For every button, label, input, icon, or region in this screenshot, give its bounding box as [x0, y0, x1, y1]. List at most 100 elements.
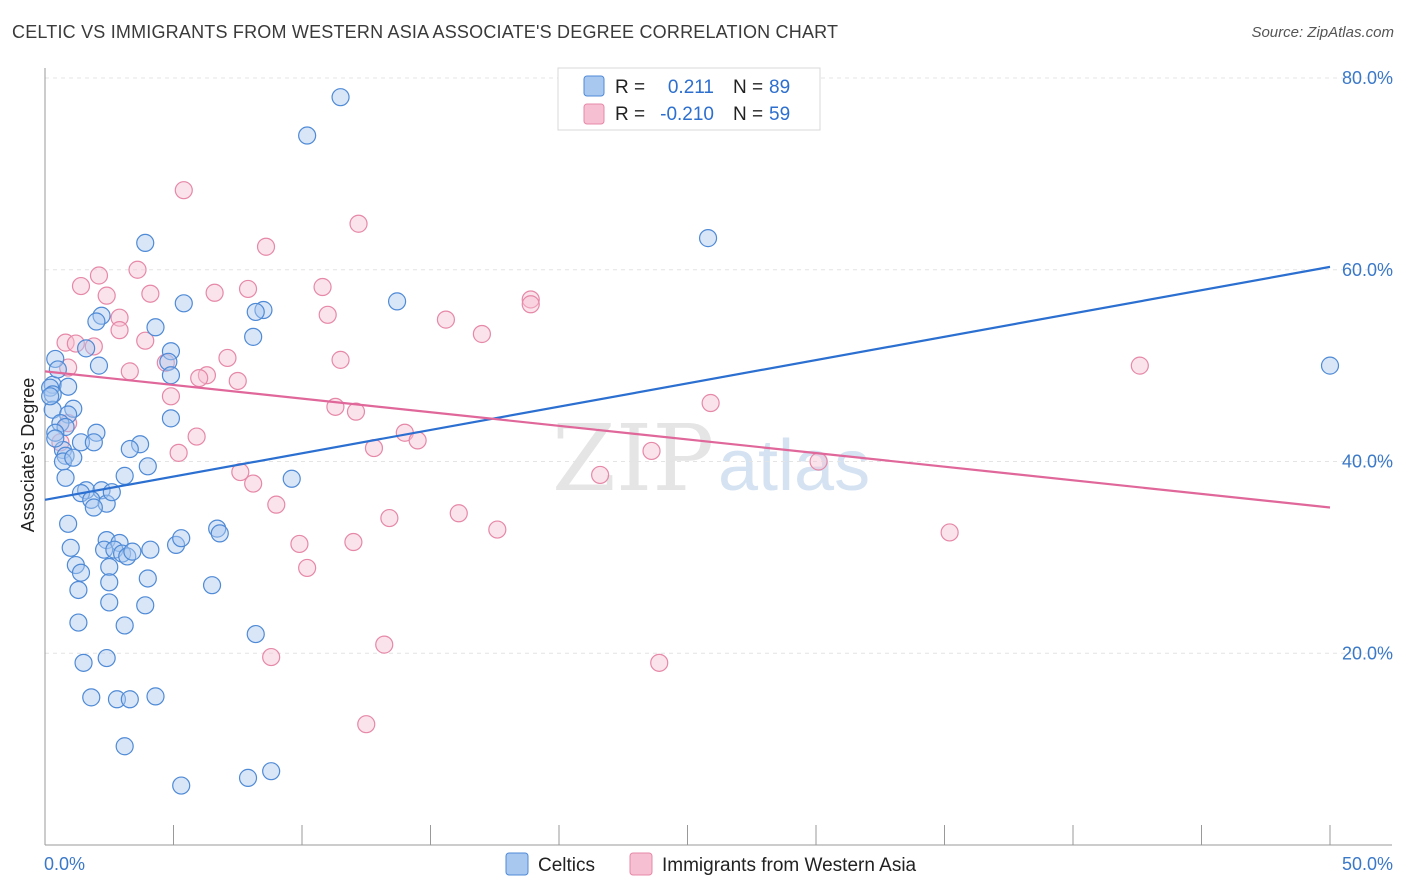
immigrants-point: [1130, 356, 1149, 375]
immigrants-point: [809, 452, 828, 471]
celtics-point: [107, 690, 127, 709]
immigrants-point: [521, 295, 540, 314]
celtics-point: [61, 538, 80, 557]
gridlines: [45, 77, 1392, 654]
immigrants-point: [940, 523, 959, 542]
celtics-points: [41, 88, 1340, 795]
immigrants-point: [256, 237, 276, 256]
immigrants-point: [71, 276, 91, 296]
celtics-point: [59, 377, 78, 396]
celtics-point: [136, 233, 155, 253]
immigrants-point: [169, 443, 188, 462]
celtics-point: [56, 468, 75, 487]
immigrants-point: [313, 277, 332, 297]
celtics-point: [87, 312, 106, 331]
celtics-n-value: 89: [769, 77, 790, 98]
trendlines: [44, 265, 1331, 509]
immigrants-n-label: N =: [733, 104, 763, 125]
immigrants-point: [97, 286, 116, 305]
y-tick-label: 20.0%: [1342, 643, 1393, 663]
celtics-point: [46, 423, 65, 442]
celtics-point: [89, 356, 109, 375]
immigrants-point: [228, 371, 247, 391]
celtics-point: [246, 624, 265, 644]
celtics-point: [130, 435, 150, 454]
celtics-point: [141, 540, 160, 559]
immigrants-point: [449, 504, 468, 523]
immigrants-point: [375, 635, 394, 654]
immigrants-point: [380, 508, 399, 528]
celtics-point: [64, 448, 83, 467]
immigrants-point: [244, 474, 263, 493]
celtics-point: [97, 648, 116, 668]
immigrants-point: [318, 305, 337, 324]
celtics-point: [92, 306, 111, 325]
celtics-point: [71, 563, 91, 582]
immigrants-point: [642, 441, 661, 461]
immigrants-point: [267, 495, 286, 514]
y-tick-label: 60.0%: [1342, 260, 1393, 280]
celtics-point: [1320, 356, 1340, 375]
immigrants-point: [110, 321, 129, 340]
immigrants-point: [349, 214, 368, 233]
celtics-trendline: [44, 265, 1331, 501]
celtics-point: [244, 327, 263, 346]
y-tick-labels: 20.0% 40.0% 60.0% 80.0%: [1342, 68, 1393, 663]
celtics-point: [146, 687, 165, 706]
y-axis-title: Associate's Degree: [18, 378, 38, 533]
celtics-point: [138, 457, 157, 476]
celtics-point: [56, 417, 75, 437]
immigrants-point: [298, 558, 317, 578]
celtics-r-value: 0.211: [668, 77, 714, 98]
celtics-point: [100, 573, 119, 592]
celtics-r-label: R =: [615, 77, 645, 98]
immigrants-point: [218, 348, 237, 368]
immigrants-point: [190, 368, 209, 388]
celtics-point: [387, 292, 407, 311]
x-tick-label: 50.0%: [1342, 854, 1393, 874]
axes: [44, 68, 1392, 846]
immigrants-legend-label: Immigrants from Western Asia: [662, 855, 917, 876]
celtics-point: [115, 616, 134, 635]
celtics-point: [172, 776, 191, 795]
immigrants-point: [238, 279, 258, 299]
celtics-point: [159, 352, 178, 371]
celtics-point: [161, 366, 181, 385]
celtics-point: [64, 399, 83, 418]
immigrants-point: [290, 534, 309, 554]
celtics-point: [238, 768, 258, 787]
celtics-point: [331, 88, 350, 107]
celtics-legend-swatch: [505, 852, 529, 876]
y-tick-label: 40.0%: [1342, 452, 1393, 472]
celtics-n-label: N =: [733, 77, 763, 98]
x-tick-labels: 0.0% 50.0%: [44, 854, 1393, 874]
celtics-point: [262, 762, 281, 781]
celtics-swatch: [583, 75, 605, 97]
celtics-point: [46, 349, 65, 369]
immigrants-point: [357, 715, 376, 734]
chart-title: CELTIC VS IMMIGRANTS FROM WESTERN ASIA A…: [12, 22, 839, 42]
immigrants-point: [488, 520, 507, 539]
immigrants-point: [436, 310, 456, 329]
celtics-point: [46, 429, 65, 448]
celtics-point: [59, 514, 78, 533]
celtics-point: [95, 540, 114, 559]
celtics-point: [202, 576, 222, 595]
x-tick-label: 0.0%: [44, 854, 85, 874]
celtics-point: [138, 569, 157, 588]
celtics-point: [84, 433, 103, 452]
celtics-point: [161, 342, 181, 361]
immigrants-point: [136, 331, 155, 350]
immigrants-point: [331, 350, 350, 369]
celtics-point: [69, 613, 88, 632]
immigrants-point: [344, 532, 363, 552]
immigrants-point: [161, 387, 181, 406]
celtics-legend-label: Celtics: [538, 855, 595, 876]
immigrants-swatch: [583, 103, 605, 125]
source-label: Source: ZipAtlas.com: [1251, 24, 1394, 41]
celtics-point: [41, 387, 60, 406]
celtics-point: [208, 519, 227, 538]
immigrants-point: [89, 266, 109, 285]
immigrants-r-label: R =: [615, 104, 645, 125]
